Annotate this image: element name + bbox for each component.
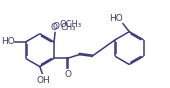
Text: CH₃: CH₃ <box>61 23 76 32</box>
Text: O: O <box>52 22 59 31</box>
Text: O: O <box>64 70 71 79</box>
Text: HO: HO <box>1 37 15 46</box>
Text: HO: HO <box>109 14 123 23</box>
Text: OCH₃: OCH₃ <box>60 20 82 29</box>
Text: O: O <box>50 23 57 32</box>
Text: OH: OH <box>36 76 50 86</box>
